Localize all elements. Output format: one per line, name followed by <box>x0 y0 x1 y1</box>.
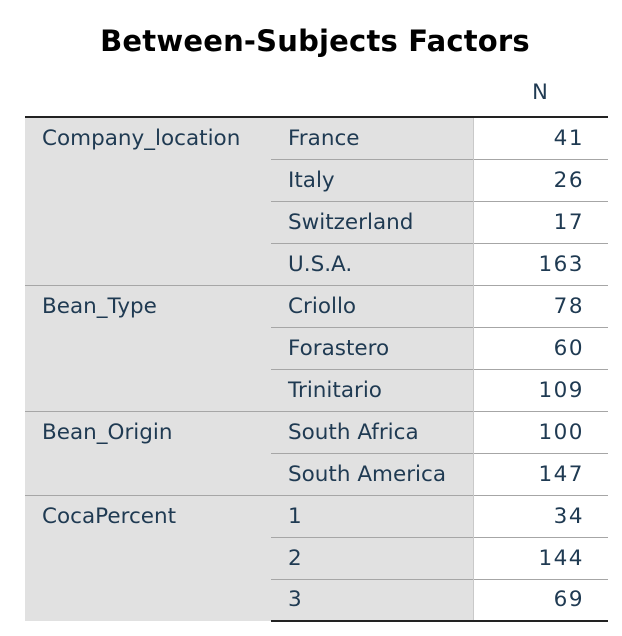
level-count: 163 <box>472 242 608 285</box>
level-count: 147 <box>472 452 608 495</box>
level-label: France <box>271 116 473 159</box>
table-row: U.S.A. 163 <box>25 242 608 285</box>
level-label: Trinitario <box>271 368 473 411</box>
level-count: 78 <box>472 284 608 327</box>
column-header-n: N <box>532 80 548 104</box>
factor-name: CocaPercent <box>25 494 271 621</box>
table-row: Forastero 60 <box>25 326 608 369</box>
level-label: 2 <box>271 536 473 579</box>
table-row: Switzerland 17 <box>25 200 608 243</box>
table-row: 2 144 <box>25 536 608 579</box>
level-label: Italy <box>271 158 473 201</box>
table-row: Italy 26 <box>25 158 608 201</box>
level-count: 34 <box>472 494 608 537</box>
level-count: 17 <box>472 200 608 243</box>
level-count: 109 <box>472 368 608 411</box>
table-row: Bean_Type Criollo 78 <box>25 284 608 411</box>
table-row: Trinitario 109 <box>25 368 608 411</box>
level-count: 41 <box>472 116 608 159</box>
level-label: 1 <box>271 494 473 537</box>
level-count: 60 <box>472 326 608 369</box>
factor-name: Bean_Origin <box>25 410 271 495</box>
table-row: South America 147 <box>25 452 608 495</box>
level-count: 26 <box>472 158 608 201</box>
factor-name: Bean_Type <box>25 284 271 411</box>
level-label: 3 <box>271 578 473 622</box>
level-count: 100 <box>472 410 608 453</box>
level-count: 69 <box>472 578 608 622</box>
level-label: Switzerland <box>271 200 473 243</box>
between-subjects-factors-table: Company_location France 41 Italy 26 Swit… <box>25 116 608 622</box>
level-label: South America <box>271 452 473 495</box>
factor-name: Company_location <box>25 116 271 285</box>
level-label: Criollo <box>271 284 473 327</box>
table-row: CocaPercent 1 34 <box>25 494 608 621</box>
table-title: Between-Subjects Factors <box>100 24 530 58</box>
table-row: Bean_Origin South Africa 100 <box>25 410 608 495</box>
level-label: Forastero <box>271 326 473 369</box>
table-row: Company_location France 41 <box>25 116 608 285</box>
table-row: 3 69 <box>25 578 608 622</box>
level-label: U.S.A. <box>271 242 473 285</box>
level-count: 144 <box>472 536 608 579</box>
level-label: South Africa <box>271 410 473 453</box>
